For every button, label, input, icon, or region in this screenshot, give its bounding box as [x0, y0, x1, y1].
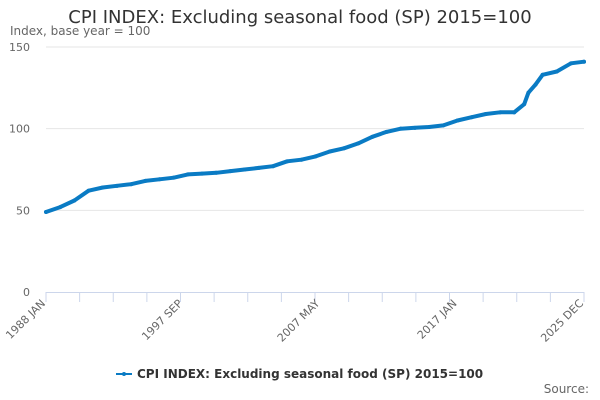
data-point: [540, 72, 545, 77]
data-point: [398, 126, 403, 131]
data-point: [533, 82, 538, 87]
y-tick-label: 150: [9, 41, 30, 54]
data-point: [356, 141, 361, 146]
data-point: [242, 167, 247, 172]
data-point: [526, 90, 531, 95]
data-point: [498, 110, 503, 115]
data-point: [522, 102, 527, 107]
data-point: [313, 154, 318, 159]
y-axis-label: Index, base year = 100: [10, 24, 151, 38]
data-point: [568, 61, 573, 66]
data-point: [143, 178, 148, 183]
data-point: [214, 170, 219, 175]
legend-label: CPI INDEX: Excluding seasonal food (SP) …: [137, 367, 483, 381]
data-point: [441, 123, 446, 128]
data-point: [384, 129, 389, 134]
data-point: [483, 111, 488, 116]
data-point: [512, 110, 517, 115]
data-point: [285, 159, 290, 164]
x-tick-label: 1988 JAN: [3, 297, 48, 342]
data-point: [412, 125, 417, 130]
data-point: [582, 59, 586, 64]
data-point: [185, 172, 190, 177]
data-point: [72, 198, 77, 203]
chart-title: CPI INDEX: Excluding seasonal food (SP) …: [68, 7, 532, 28]
source-label: Source:: [543, 382, 589, 396]
data-point: [469, 115, 474, 120]
data-point: [341, 146, 346, 151]
data-point: [58, 205, 63, 210]
data-point: [171, 175, 176, 180]
x-tick-label: 2007 MAY: [275, 297, 323, 345]
data-point: [157, 177, 162, 182]
data-point: [271, 164, 276, 169]
data-point: [44, 209, 48, 214]
x-tick-label: 2017 JAN: [415, 297, 460, 342]
y-tick-label: 100: [9, 123, 30, 136]
data-point: [200, 171, 205, 176]
data-point: [228, 169, 233, 174]
x-tick-label: 2025 DEC: [538, 297, 586, 345]
y-tick-label: 0: [23, 286, 30, 299]
data-point: [370, 134, 375, 139]
data-point: [299, 157, 304, 162]
data-point: [427, 125, 432, 130]
data-point: [86, 188, 91, 193]
data-point: [554, 69, 559, 74]
data-point: [455, 118, 460, 123]
y-tick-label: 50: [16, 204, 30, 217]
data-point: [327, 149, 332, 154]
legend-marker: [122, 372, 126, 376]
data-point: [100, 185, 105, 190]
series-line: [44, 59, 586, 214]
data-point: [256, 165, 261, 170]
data-point: [129, 182, 134, 187]
data-point: [114, 183, 119, 188]
x-tick-label: 1997 SEP: [139, 297, 185, 343]
